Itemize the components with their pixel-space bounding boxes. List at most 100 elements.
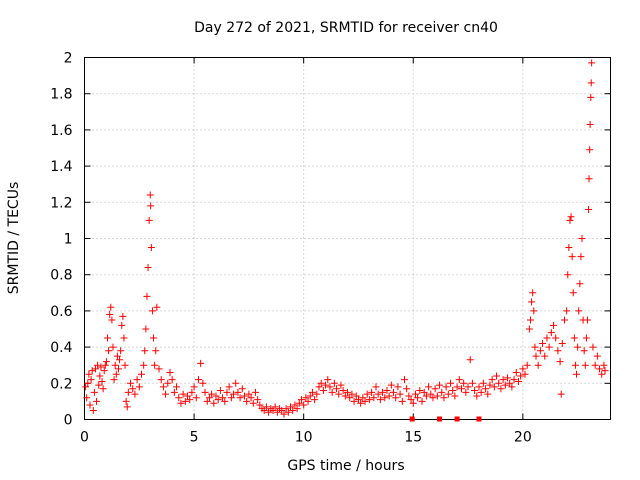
data-point <box>284 408 292 416</box>
data-point <box>110 376 118 384</box>
y-tick-label: 0.2 <box>50 376 72 392</box>
data-point <box>155 365 163 373</box>
data-point <box>330 379 338 387</box>
data-point <box>148 307 156 315</box>
data-point <box>545 343 553 351</box>
y-tick-label: 1 <box>64 232 73 248</box>
y-tick-label: 1.2 <box>50 195 72 211</box>
data-point <box>563 307 571 315</box>
data-points <box>82 59 609 418</box>
data-point <box>482 385 490 393</box>
data-point <box>488 376 496 384</box>
data-point <box>91 365 99 373</box>
data-point <box>462 388 470 396</box>
data-point <box>573 370 581 378</box>
data-point <box>486 381 494 389</box>
data-point <box>600 361 608 369</box>
data-point <box>319 387 327 395</box>
data-point <box>83 394 91 402</box>
data-point <box>547 329 555 337</box>
x-tick-label: 0 <box>80 430 89 446</box>
data-point <box>449 387 457 395</box>
data-point <box>116 356 124 364</box>
data-point <box>385 392 393 400</box>
data-point <box>104 334 112 342</box>
data-point <box>205 394 213 402</box>
data-point <box>197 359 205 367</box>
data-point <box>501 381 509 389</box>
data-point <box>295 399 303 407</box>
data-point <box>278 406 286 414</box>
data-point <box>552 334 560 342</box>
data-point <box>593 352 601 360</box>
data-point <box>508 383 516 391</box>
data-point <box>363 390 371 398</box>
data-point <box>596 365 604 373</box>
baseline-marker <box>476 416 482 422</box>
data-point <box>127 379 135 387</box>
data-point <box>368 388 376 396</box>
data-point <box>143 292 151 300</box>
data-point <box>381 394 389 402</box>
data-point <box>582 334 590 342</box>
data-point <box>317 379 325 387</box>
data-point <box>576 280 584 288</box>
data-point <box>361 397 369 405</box>
data-point <box>414 394 422 402</box>
data-point <box>117 347 125 355</box>
data-point <box>541 352 549 360</box>
data-point <box>577 253 585 261</box>
data-point <box>403 385 411 393</box>
data-point <box>427 390 435 398</box>
data-point <box>460 379 468 387</box>
data-point <box>87 376 95 384</box>
baseline-marker <box>409 416 415 422</box>
baseline-marker <box>437 416 443 422</box>
data-point <box>90 388 98 396</box>
data-point <box>568 253 576 261</box>
data-point <box>111 361 119 369</box>
data-point <box>293 405 301 413</box>
data-point <box>570 334 578 342</box>
data-point <box>466 356 474 364</box>
data-point <box>571 361 579 369</box>
data-point <box>536 347 544 355</box>
y-tick-label: 2 <box>64 51 73 67</box>
data-point <box>232 379 240 387</box>
data-point <box>122 397 130 405</box>
data-point <box>335 390 343 398</box>
data-point <box>436 381 444 389</box>
data-point <box>586 146 594 154</box>
data-point <box>119 312 127 320</box>
data-point <box>589 343 597 351</box>
data-point <box>173 383 181 391</box>
data-point <box>350 397 358 405</box>
data-point <box>306 392 314 400</box>
data-point <box>471 387 479 395</box>
data-point <box>581 361 589 369</box>
data-point <box>601 367 609 375</box>
data-point <box>339 387 347 395</box>
data-point <box>433 392 441 400</box>
data-point <box>216 387 224 395</box>
data-point <box>315 383 323 391</box>
data-point <box>396 390 404 398</box>
data-point <box>88 367 96 375</box>
data-point <box>566 216 574 224</box>
data-point <box>514 377 522 385</box>
data-point <box>137 370 145 378</box>
data-point <box>157 376 165 384</box>
data-point <box>89 406 97 414</box>
data-point <box>438 388 446 396</box>
plot-frame <box>84 57 611 420</box>
data-point <box>560 316 568 324</box>
data-point <box>565 244 573 252</box>
data-point <box>175 394 183 402</box>
data-point <box>585 206 593 214</box>
data-point <box>145 216 153 224</box>
data-point <box>168 376 176 384</box>
data-point <box>308 388 316 396</box>
data-point <box>521 370 529 378</box>
data-point <box>348 390 356 398</box>
data-point <box>383 387 391 395</box>
